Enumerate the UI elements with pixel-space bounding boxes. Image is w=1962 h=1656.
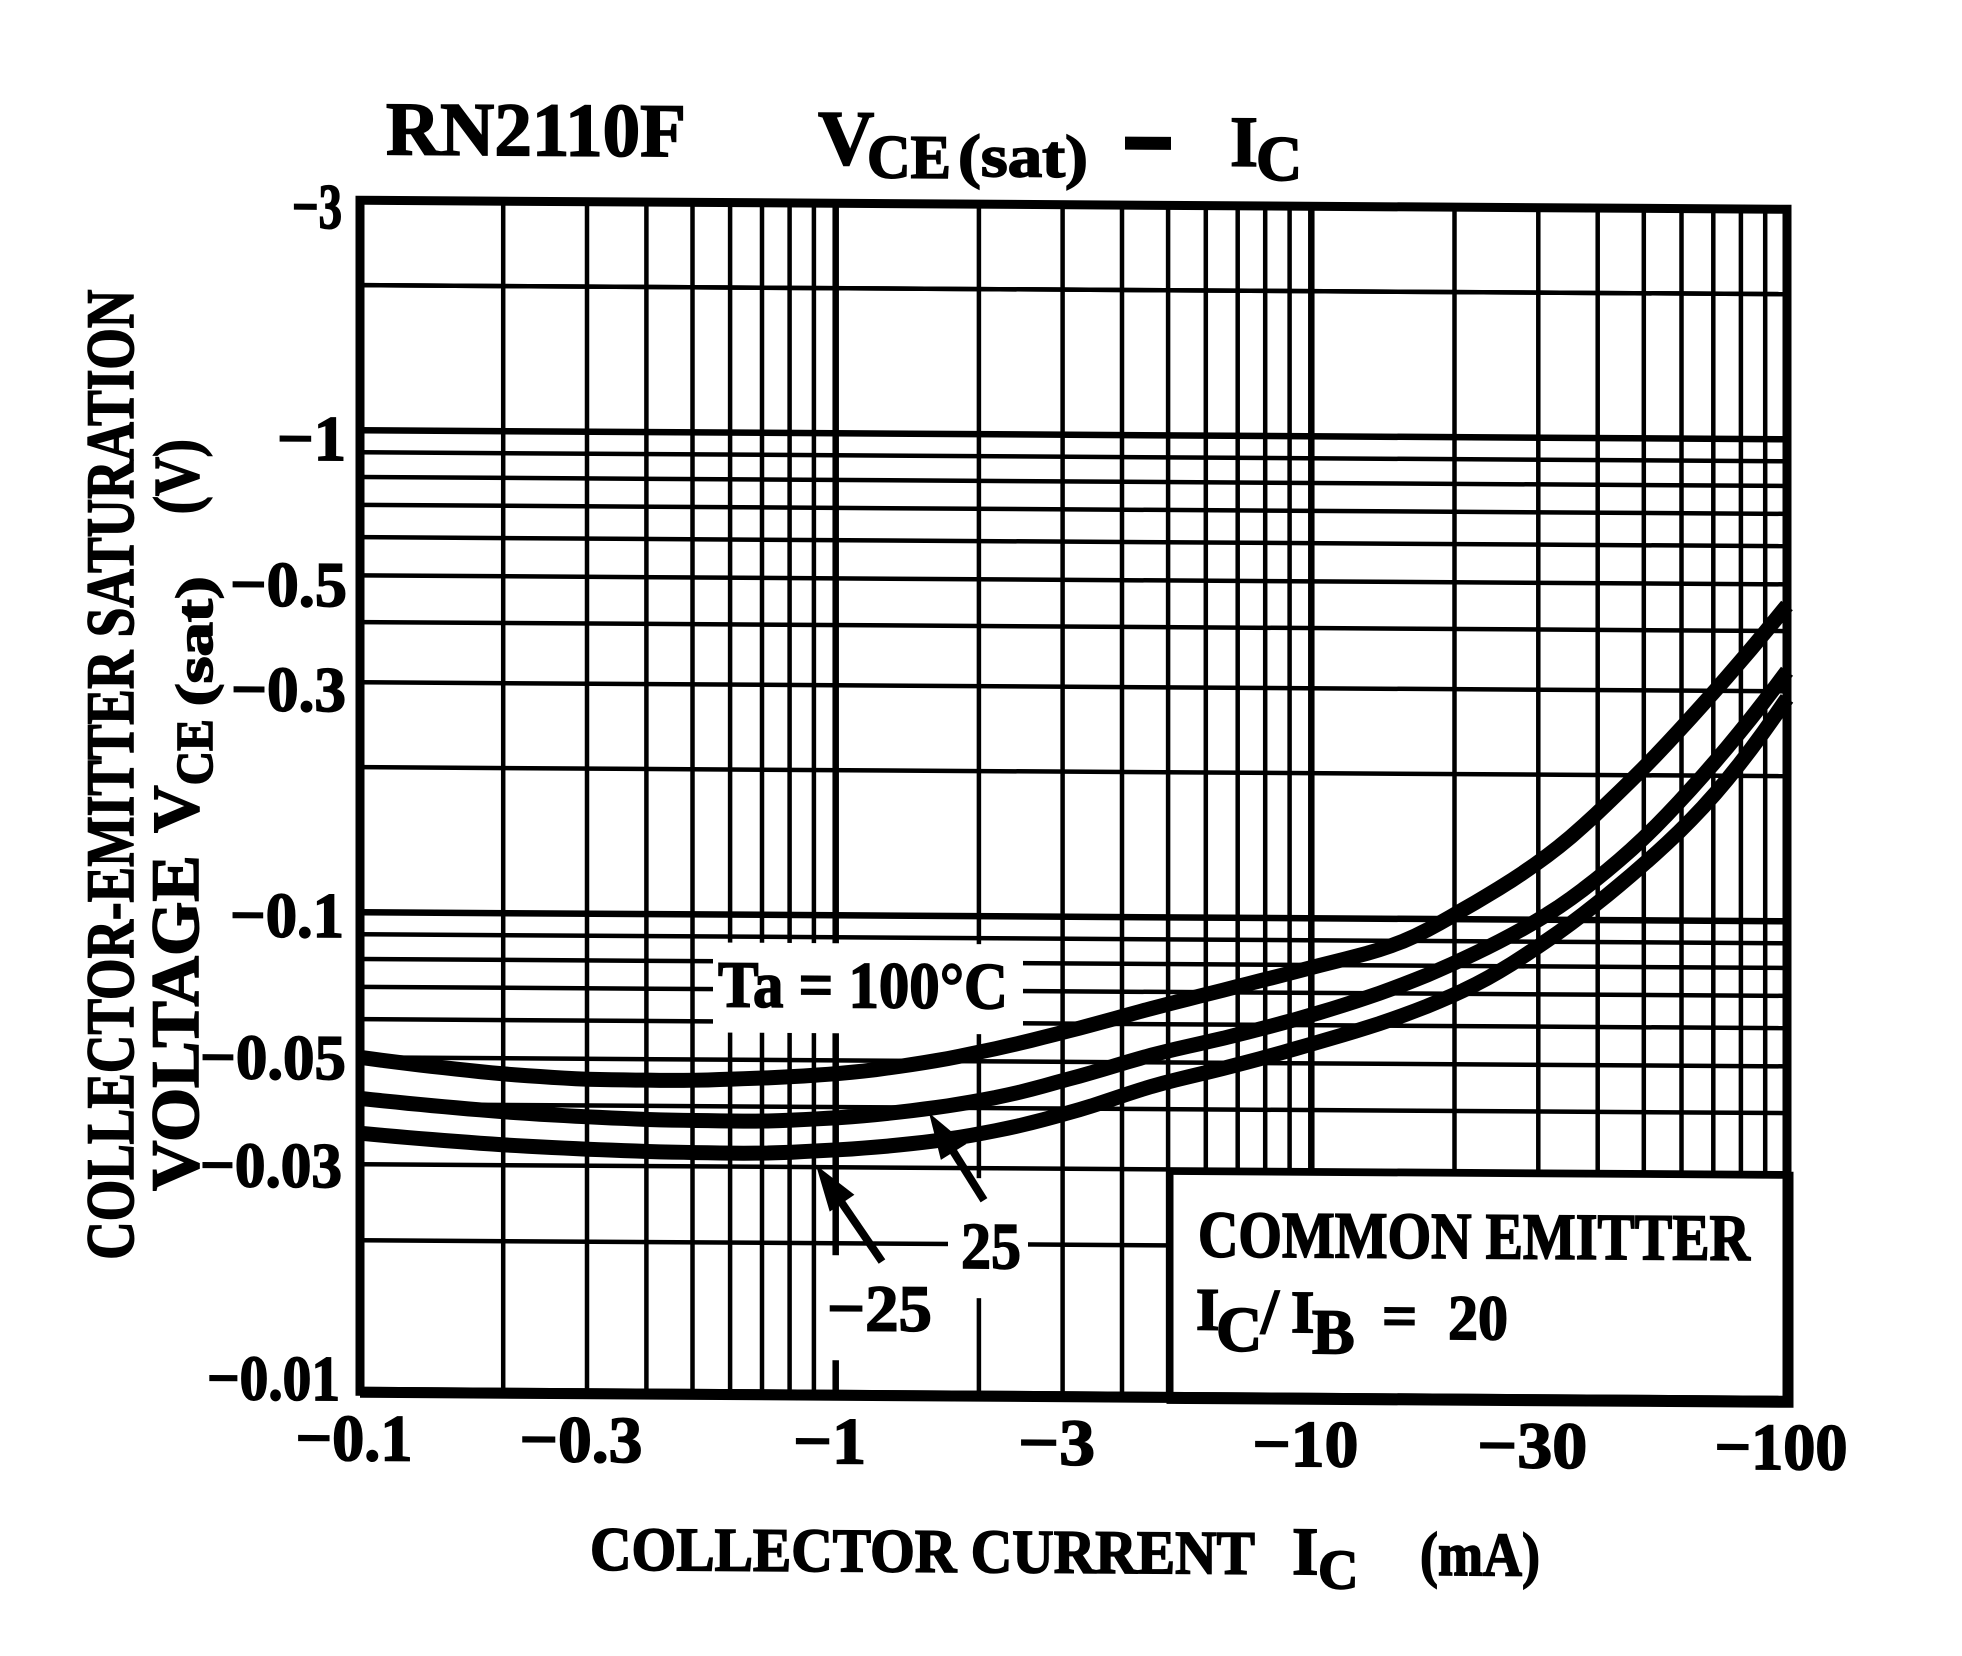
- svg-text:−3: −3: [1018, 1406, 1095, 1479]
- svg-text:−0.1: −0.1: [230, 879, 344, 951]
- svg-text:−1: −1: [793, 1405, 866, 1478]
- svg-text:−0.05: −0.05: [200, 1021, 346, 1093]
- svg-text:−0.1: −0.1: [296, 1402, 413, 1476]
- svg-text:C: C: [1216, 1294, 1262, 1365]
- svg-text:25: 25: [961, 1210, 1021, 1283]
- svg-text:(mA): (mA): [1420, 1521, 1540, 1590]
- svg-text:I: I: [1292, 1513, 1318, 1589]
- svg-text:−0.3: −0.3: [231, 653, 346, 725]
- svg-text:V: V: [818, 94, 874, 181]
- svg-text:COMMON EMITTER: COMMON EMITTER: [1198, 1199, 1751, 1275]
- svg-text:C: C: [1318, 1539, 1358, 1601]
- svg-text:/: /: [1260, 1276, 1280, 1347]
- svg-text:−0.5: −0.5: [230, 549, 347, 621]
- svg-text:COLLECTOR CURRENT: COLLECTOR CURRENT: [590, 1516, 1255, 1588]
- svg-text:−30: −30: [1477, 1409, 1587, 1483]
- svg-text:VOLTAGE: VOLTAGE: [137, 855, 213, 1191]
- svg-text:COLLECTOR-EMITTER SATURATION: COLLECTOR-EMITTER SATURATION: [72, 289, 148, 1259]
- svg-text:RN2110F: RN2110F: [386, 87, 686, 173]
- svg-text:−10: −10: [1252, 1408, 1358, 1482]
- svg-text:(sat): (sat): [167, 576, 224, 706]
- svg-text:(sat): (sat): [958, 123, 1088, 190]
- svg-text:−25: −25: [827, 1272, 932, 1346]
- svg-text:−0.01: −0.01: [207, 1342, 340, 1414]
- svg-text:−0.3: −0.3: [519, 1403, 642, 1477]
- svg-text:−100: −100: [1714, 1411, 1847, 1485]
- svg-text:−3: −3: [292, 171, 342, 242]
- svg-text:(V): (V): [141, 439, 212, 514]
- svg-text:I: I: [1291, 1279, 1314, 1345]
- svg-text:I: I: [1196, 1277, 1219, 1343]
- svg-text:=: =: [1382, 1283, 1417, 1351]
- svg-text:CE: CE: [867, 123, 951, 192]
- svg-text:C: C: [1256, 123, 1302, 194]
- svg-text:−1: −1: [277, 403, 346, 474]
- svg-text:B: B: [1312, 1296, 1355, 1367]
- svg-text:V: V: [140, 785, 213, 833]
- svg-text:I: I: [1230, 102, 1258, 182]
- svg-text:CE: CE: [167, 719, 224, 785]
- svg-text:Ta = 100°C: Ta = 100°C: [718, 949, 1008, 1024]
- svg-text:−0.03: −0.03: [200, 1129, 342, 1201]
- svg-text:20: 20: [1448, 1282, 1508, 1353]
